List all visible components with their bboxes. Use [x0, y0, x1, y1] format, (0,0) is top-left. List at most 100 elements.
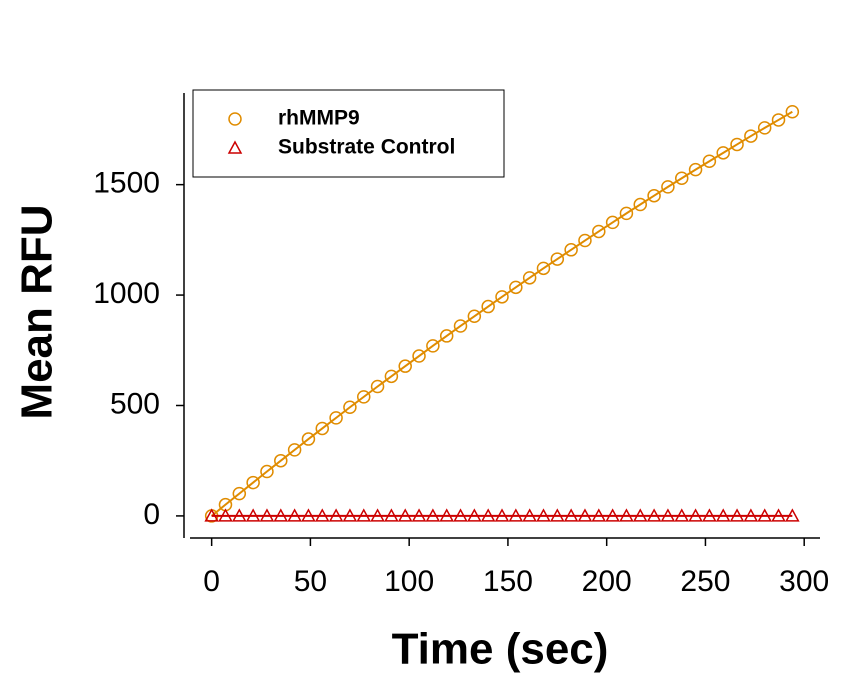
x-tick-label: 250 [680, 565, 730, 598]
data-point [674, 171, 689, 185]
x-tick-label: 0 [203, 565, 220, 598]
data-point [605, 215, 620, 230]
data-point [785, 105, 800, 119]
data-point [563, 508, 579, 522]
data-point [550, 508, 565, 522]
data-point [329, 411, 343, 425]
data-point [245, 508, 261, 522]
data-point [301, 508, 316, 522]
x-tick-label: 50 [294, 565, 327, 598]
data-point [246, 475, 260, 490]
data-point [757, 508, 772, 522]
data-point [688, 162, 703, 177]
data-point [370, 508, 385, 522]
data-point [688, 508, 703, 522]
data-point [426, 339, 440, 353]
data-point [715, 508, 731, 522]
data-point [273, 508, 289, 522]
legend-box [192, 89, 505, 178]
data-point [536, 261, 551, 276]
y-tick-label: 1500 [93, 167, 160, 200]
data-point [660, 508, 676, 522]
data-point [412, 349, 426, 363]
x-tick-label: 300 [779, 565, 829, 598]
data-point [425, 508, 441, 522]
data-point [743, 508, 759, 522]
data-point [605, 508, 620, 522]
data-point [757, 121, 772, 135]
data-point [439, 508, 454, 522]
x-axis-label: Time (sec) [392, 625, 609, 674]
series-line [211, 110, 793, 517]
data-point [232, 486, 247, 501]
data-point [328, 508, 344, 522]
data-point [342, 508, 358, 522]
data-point [564, 243, 578, 257]
data-point [301, 432, 316, 446]
data-point [508, 508, 524, 522]
data-point [343, 400, 357, 415]
data-point [771, 508, 786, 522]
y-axis-label: Mean RFU [13, 204, 62, 419]
data-point [287, 508, 302, 522]
data-point [619, 508, 634, 522]
data-point [453, 319, 468, 333]
data-point [398, 359, 412, 373]
data-point [494, 508, 510, 522]
data-point [591, 508, 607, 522]
legend-label: rhMMP9 [278, 107, 360, 130]
data-point [453, 508, 468, 522]
data-point [661, 180, 675, 194]
data-point [592, 224, 606, 239]
data-point [702, 508, 717, 522]
data-point [647, 188, 661, 203]
data-point [578, 233, 592, 248]
x-tick-label: 100 [384, 565, 434, 598]
data-point [384, 369, 399, 384]
data-point [260, 464, 274, 479]
data-point [397, 508, 413, 522]
data-point [577, 508, 593, 522]
y-tick-label: 0 [143, 498, 160, 531]
data-point [771, 113, 786, 127]
data-point [314, 508, 330, 522]
y-tick-label: 500 [110, 387, 160, 420]
legend-label: Substrate Control [278, 136, 455, 159]
data-point [259, 508, 275, 522]
data-point [439, 329, 454, 343]
data-point [274, 453, 288, 468]
data-point [481, 299, 495, 314]
data-point [287, 443, 302, 457]
data-point [509, 280, 523, 295]
data-point [467, 508, 482, 522]
data-point [536, 508, 551, 522]
data-point [232, 508, 247, 522]
data-point [716, 146, 730, 160]
legend-marker [228, 112, 242, 126]
data-point [411, 508, 427, 522]
data-point [619, 206, 634, 221]
data-point [370, 379, 385, 394]
data-point [480, 508, 496, 522]
x-tick-label: 200 [582, 565, 632, 598]
data-point [384, 508, 399, 522]
data-point [522, 508, 537, 522]
data-point [204, 508, 219, 522]
legend-marker [227, 140, 243, 154]
data-point [729, 508, 745, 522]
data-point [356, 390, 371, 404]
data-point [674, 508, 690, 522]
data-point [730, 137, 744, 152]
data-point [218, 508, 233, 522]
data-point [633, 197, 648, 212]
data-point [632, 508, 648, 522]
data-point [702, 154, 717, 168]
x-tick-label: 150 [483, 565, 533, 598]
data-point [356, 508, 372, 522]
data-point [646, 508, 662, 522]
y-tick-label: 1000 [93, 277, 160, 310]
data-point [495, 290, 509, 304]
data-point [315, 421, 330, 436]
data-point [744, 129, 758, 143]
